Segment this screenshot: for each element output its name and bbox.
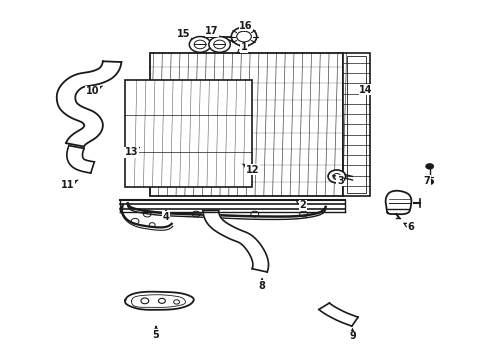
Text: 17: 17 (205, 26, 219, 37)
Text: 7: 7 (423, 175, 430, 186)
Text: 6: 6 (404, 222, 415, 232)
Polygon shape (57, 61, 122, 147)
Bar (343, 53, 369, 196)
Text: 11: 11 (61, 180, 78, 190)
Polygon shape (386, 191, 412, 214)
Text: 14: 14 (360, 84, 373, 95)
Text: 1: 1 (237, 42, 247, 54)
Circle shape (425, 163, 434, 170)
Bar (125, 80, 252, 187)
Circle shape (189, 37, 211, 52)
Text: 4: 4 (163, 211, 169, 221)
Text: 15: 15 (177, 29, 192, 39)
Polygon shape (125, 292, 194, 310)
Text: 16: 16 (239, 21, 253, 31)
Text: 2: 2 (296, 200, 306, 210)
Bar (346, 56, 366, 193)
Text: 13: 13 (125, 147, 139, 157)
Bar (150, 53, 343, 196)
Circle shape (231, 27, 257, 46)
Text: 9: 9 (349, 329, 356, 341)
Text: 8: 8 (259, 279, 266, 291)
Circle shape (209, 37, 230, 52)
Polygon shape (203, 210, 269, 272)
Text: 3: 3 (333, 175, 343, 186)
Circle shape (425, 179, 434, 185)
Text: 12: 12 (243, 164, 259, 175)
Circle shape (328, 170, 345, 183)
Text: 5: 5 (153, 326, 159, 340)
Polygon shape (67, 145, 95, 173)
Text: 10: 10 (86, 86, 102, 96)
Polygon shape (319, 303, 358, 326)
